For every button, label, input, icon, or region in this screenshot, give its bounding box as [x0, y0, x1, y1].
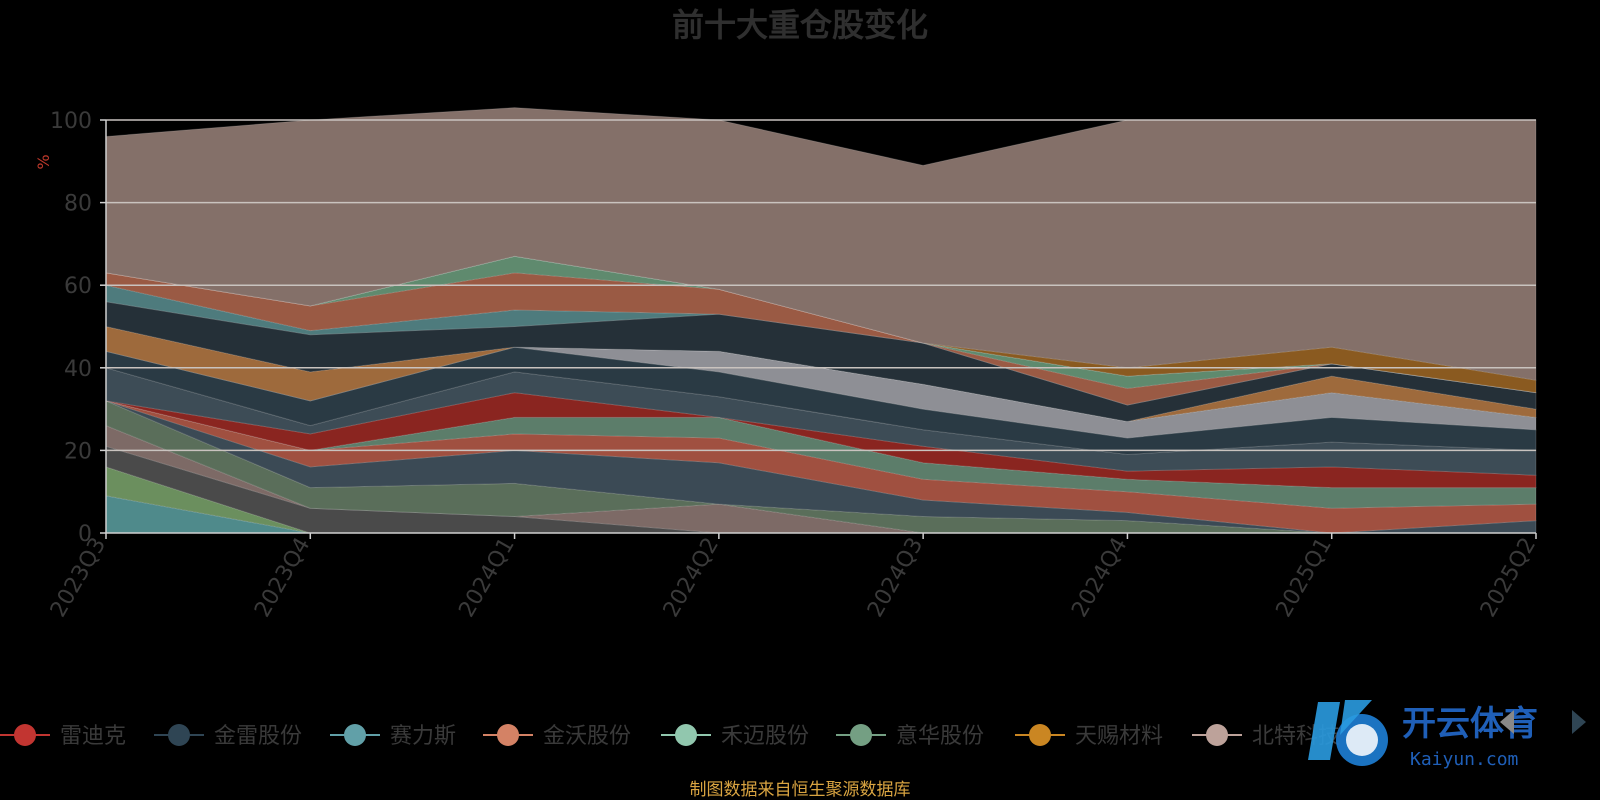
area-series-11 [105, 346, 1537, 439]
legend-marker-5 [850, 724, 872, 746]
chart-title: 前十大重仓股变化 [672, 6, 928, 44]
area-layer [105, 107, 1537, 534]
legend-item-5[interactable]: 意华股份 [836, 724, 984, 749]
logo-ball-inner-icon [1346, 724, 1378, 756]
y-tick-label-80: 80 [64, 192, 92, 217]
legend-marker-7 [1206, 724, 1228, 746]
legend-marker-4 [675, 724, 697, 746]
legend: 雷迪克 金雷股份 赛力斯 金沃股份 禾迈股份 意华股份 天赐材料 北特科技 [0, 724, 1340, 749]
watermark-text: 开云体育 [1402, 704, 1538, 744]
watermark-subtext: Kaiyun.com [1410, 749, 1518, 770]
y-tick-label-40: 40 [64, 357, 92, 382]
x-tick-label-2: 2024Q1 [454, 534, 519, 622]
legend-item-3[interactable]: 金沃股份 [483, 724, 631, 749]
watermark-logo: 开云体育 Kaiyun.com [1308, 700, 1538, 770]
legend-item-4[interactable]: 禾迈股份 [661, 724, 809, 749]
legend-item-6[interactable]: 天赐材料 [1015, 724, 1163, 749]
y-tick-label-20: 20 [64, 439, 92, 464]
legend-item-1[interactable]: 金雷股份 [154, 724, 302, 749]
legend-label-4: 禾迈股份 [721, 724, 809, 749]
y-axis-unit: % [34, 154, 53, 169]
x-tick-label-1: 2023Q4 [250, 534, 315, 622]
legend-label-1: 金雷股份 [214, 724, 302, 749]
legend-next-arrow-icon[interactable] [1572, 710, 1586, 734]
y-tick-label-100: 100 [50, 109, 92, 134]
y-tick-label-0: 0 [78, 522, 92, 547]
legend-marker-1 [168, 724, 190, 746]
legend-item-2[interactable]: 赛力斯 [330, 724, 456, 749]
data-source-note: 制图数据来自恒生聚源数据库 [690, 780, 911, 800]
legend-label-5: 意华股份 [896, 724, 984, 749]
x-tick-label-6: 2025Q1 [1272, 534, 1337, 622]
legend-label-3: 金沃股份 [543, 724, 631, 749]
area-series-19 [105, 107, 1537, 381]
area-series-6 [105, 400, 1537, 534]
x-tick-label-7: 2025Q2 [1476, 534, 1541, 622]
legend-label-6: 天赐材料 [1075, 724, 1163, 749]
legend-label-0: 雷迪克 [60, 724, 126, 749]
legend-marker-2 [344, 724, 366, 746]
legend-marker-0 [14, 724, 36, 746]
legend-marker-3 [497, 724, 519, 746]
area-series-5 [105, 400, 1537, 534]
x-tick-label-4: 2024Q3 [863, 534, 928, 622]
legend-item-0[interactable]: 雷迪克 [0, 724, 126, 749]
legend-label-2: 赛力斯 [390, 724, 456, 749]
area-series-12 [105, 325, 1537, 423]
x-tick-label-5: 2024Q4 [1067, 534, 1132, 622]
logo-k-icon [1308, 700, 1372, 760]
grid-layer [106, 119, 1536, 452]
legend-prev-arrow-icon[interactable] [1500, 710, 1514, 734]
legend-marker-6 [1029, 724, 1051, 746]
x-tick-label-3: 2024Q2 [659, 534, 724, 622]
y-tick-label-60: 60 [64, 274, 92, 299]
